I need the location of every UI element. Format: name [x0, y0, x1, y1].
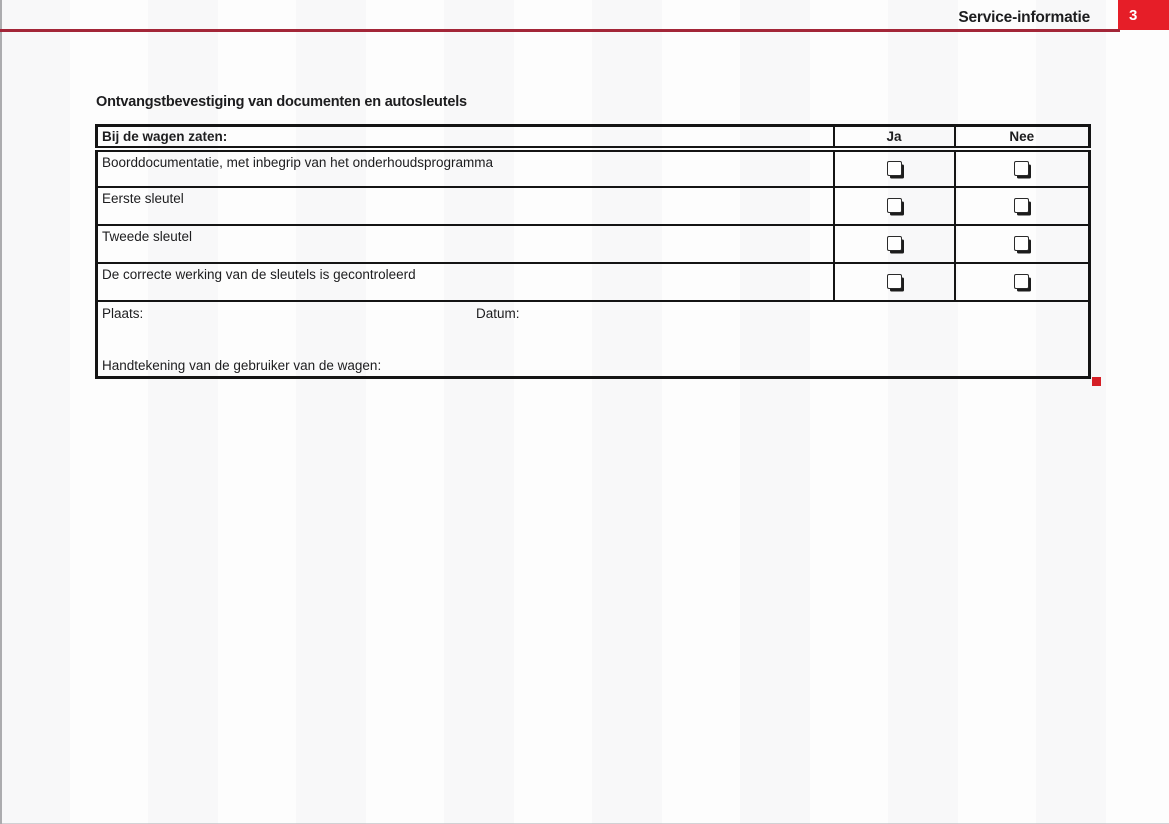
row-label: Tweede sleutel	[95, 223, 835, 264]
nee-checkbox[interactable]	[1014, 274, 1030, 290]
table-row: Boorddocumentatie, met inbegrip van het …	[95, 147, 1091, 188]
table-header-row: Bij de wagen zaten: Ja Nee	[95, 124, 1091, 152]
column-header-description: Bij de wagen zaten:	[95, 124, 835, 152]
nee-cell	[953, 261, 1091, 302]
section-end-marker	[1092, 377, 1101, 386]
page-title: Service-informatie	[958, 9, 1090, 26]
ja-cell	[832, 147, 956, 188]
chapter-number-badge: 3	[1118, 0, 1169, 30]
row-label: Boorddocumentatie, met inbegrip van het …	[95, 147, 835, 188]
checklist-table: Bij de wagen zaten: Ja Nee Boorddocument…	[95, 124, 1091, 379]
place-label: Plaats:	[102, 305, 144, 321]
date-label: Datum:	[476, 305, 520, 321]
scan-edge-left-artifact	[0, 0, 2, 824]
checklist-table-container: Bij de wagen zaten: Ja Nee Boorddocument…	[95, 124, 1091, 379]
table-row: Tweede sleutel	[95, 223, 1091, 264]
header-rule	[0, 29, 1120, 32]
nee-cell	[953, 185, 1091, 226]
ja-checkbox[interactable]	[886, 161, 902, 177]
ja-checkbox[interactable]	[886, 274, 902, 290]
signature-label: Handtekening van de gebruiker van de wag…	[102, 357, 382, 373]
footer-cell: Plaats: Datum: Handtekening van de gebru…	[95, 299, 1091, 379]
column-header-nee: Nee	[953, 124, 1091, 152]
ja-cell	[832, 185, 956, 226]
nee-checkbox[interactable]	[1014, 198, 1030, 214]
ja-cell	[832, 261, 956, 302]
nee-cell	[953, 223, 1091, 264]
chapter-number: 3	[1129, 6, 1138, 24]
row-label: Eerste sleutel	[95, 185, 835, 226]
table-footer-row: Plaats: Datum: Handtekening van de gebru…	[95, 299, 1091, 379]
column-header-ja: Ja	[832, 124, 956, 152]
ja-cell	[832, 223, 956, 264]
section-heading: Ontvangstbevestiging van documenten en a…	[96, 94, 467, 110]
ja-checkbox[interactable]	[886, 236, 902, 252]
nee-checkbox[interactable]	[1014, 161, 1030, 177]
table-row: De correcte werking van de sleutels is g…	[95, 261, 1091, 302]
row-label: De correcte werking van de sleutels is g…	[95, 261, 835, 302]
table-row: Eerste sleutel	[95, 185, 1091, 226]
nee-cell	[953, 147, 1091, 188]
nee-checkbox[interactable]	[1014, 236, 1030, 252]
ja-checkbox[interactable]	[886, 198, 902, 214]
